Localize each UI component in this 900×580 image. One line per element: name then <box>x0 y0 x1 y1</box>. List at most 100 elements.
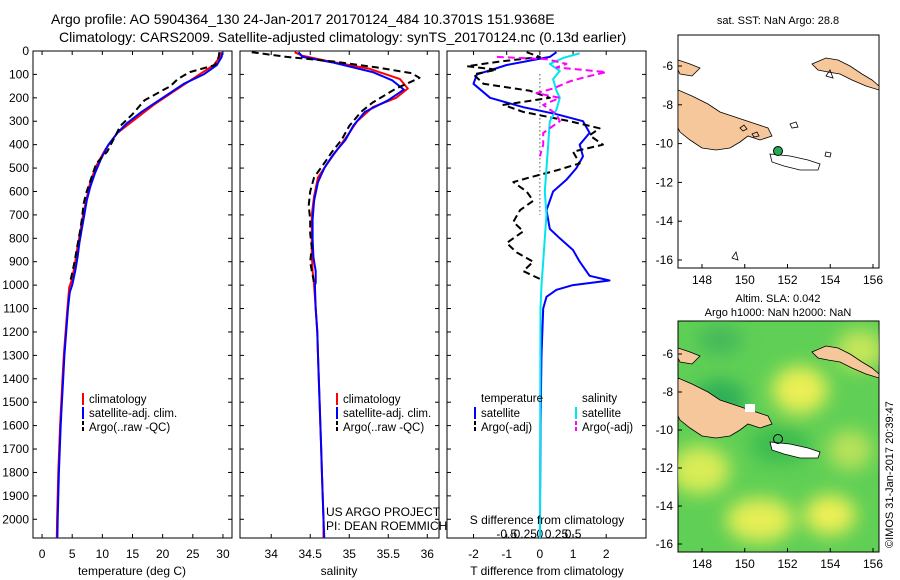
temperature-plot-frame <box>32 50 233 539</box>
map-x-tick-label: 148 <box>692 273 712 287</box>
map-x-tick-label: 148 <box>692 557 712 571</box>
sla-map-title-line2: Argo h1000: NaN h2000: NaN <box>705 307 852 319</box>
difference-panel: -2 -1 0 1 2 -0.5-0.25 0 0.250.5 T difference f… <box>446 50 647 578</box>
temperature-xlabel: temperature (deg C) <box>78 564 186 578</box>
legend-argo-label: Argo(..raw -QC) <box>89 422 170 434</box>
map-x-tick-label: 154 <box>820 557 840 571</box>
series-line-t-argo-adj- <box>465 51 604 282</box>
difference-salinity-scale: -0.5-0.25 0 0.250.5 <box>496 527 581 541</box>
series-line-t-satellite <box>472 51 611 538</box>
depth-tick-label: 0 <box>22 44 29 58</box>
map-y-tick-label: -10 <box>656 423 674 437</box>
map-y-tick-label: -6 <box>662 347 673 361</box>
temperature-x-tick-label: 30 <box>216 547 230 561</box>
salinity-y-ticks <box>240 50 439 520</box>
map-y-tick-label: -8 <box>662 98 673 112</box>
temperature-x-axis: 0 5 10 15 20 25 30 <box>39 51 230 561</box>
salinity-x-axis: 34 34.5 35 35.5 36 <box>265 51 435 561</box>
depth-tick-label: 1700 <box>2 442 29 456</box>
difference-series <box>465 51 611 538</box>
legend-t-argo-label: Argo(-adj) <box>481 422 532 434</box>
temperature-x-tick-label: 0 <box>39 547 46 561</box>
series-line-satellite-adj-clim- <box>56 52 224 538</box>
map-y-tick-label: -14 <box>656 214 674 228</box>
map-x-tick-label: 152 <box>777 273 797 287</box>
depth-tick-label: 1200 <box>2 325 29 339</box>
legend-satellite-label: satellite-adj. clim. <box>343 408 431 420</box>
depth-tick-label: 1100 <box>3 302 29 316</box>
map-x-tick-label: 152 <box>777 557 797 571</box>
sla-high-blob <box>678 446 730 494</box>
imos-timestamp: ©IMOS 31-Jan-2017 20:39:47 <box>884 401 896 548</box>
louisiade-islands <box>769 441 821 459</box>
temperature-x-tick-label: 10 <box>96 547 110 561</box>
main-title-line1: Argo profile: AO 5904364_130 24-Jan-2017… <box>51 11 555 27</box>
salinity-x-tick-label: 36 <box>421 547 435 561</box>
depth-tick-label: 100 <box>9 67 29 81</box>
map-y-tick-label: -10 <box>656 137 674 151</box>
main-title-line2: Climatology: CARS2009. Satellite-adjuste… <box>59 29 626 45</box>
legend-s-argo-label: Argo(-adj) <box>582 422 633 434</box>
difference-y-ticks <box>447 50 646 520</box>
s-difference-label: S difference from climatology <box>470 513 625 527</box>
sla-map-title-line1: Altim. SLA: 0.042 <box>736 293 821 305</box>
new-guinea-landmass <box>678 89 773 151</box>
temperature-series <box>55 52 224 538</box>
temperature-panel: 0100200300400500600700800900100011001200… <box>2 44 233 578</box>
depth-tick-label: 1900 <box>2 489 29 503</box>
map-y-tick-label: -8 <box>662 385 673 399</box>
north-coast-land <box>678 347 701 365</box>
sla-high-blob <box>828 430 872 470</box>
salinity-x-tick-label: 34.5 <box>299 547 323 561</box>
temperature-x-tick-label: 15 <box>126 547 140 561</box>
argo-float-marker-sla <box>773 434 783 444</box>
depth-tick-label: 900 <box>9 255 29 269</box>
difference-plot-frame <box>446 50 647 539</box>
sst-map-land <box>678 57 879 261</box>
temperature-x-tick-label: 25 <box>186 547 200 561</box>
legend-s-satellite-label: satellite <box>582 408 621 420</box>
difference-x-tick-label: 0 <box>537 547 544 561</box>
map-x-tick-label: 156 <box>863 273 883 287</box>
salinity-scale-label: -0.25 <box>510 527 538 541</box>
sla-map-axes: 148 150 152 154 156 -6 -8 -10 -12 -14 -16 <box>656 347 884 571</box>
sla-high-blob <box>726 498 794 542</box>
difference-x-tick-label: -2 <box>468 547 479 561</box>
map-y-tick-label: -12 <box>656 461 674 475</box>
depth-tick-label: 700 <box>9 208 29 222</box>
map-y-tick-label: -16 <box>656 253 674 267</box>
depth-tick-label: 1300 <box>2 348 29 362</box>
sst-map-title: sat. SST: NaN Argo: 28.8 <box>717 15 839 27</box>
map-x-tick-label: 150 <box>735 273 755 287</box>
depth-tick-label: 1500 <box>2 395 29 409</box>
sst-map-axes: 148 150 152 154 156 -6 -8 -10 -12 -14 -16 <box>656 59 884 287</box>
salinity-scale-label: 0.25 <box>545 527 569 541</box>
depth-tick-label: 1400 <box>2 372 29 386</box>
argo-float-marker-sst <box>773 146 783 156</box>
series-line-argo-raw-qc- <box>251 51 421 283</box>
salinity-legend: climatology satellite-adj. clim. Argo(..… <box>336 393 431 434</box>
legend-temperature-header: temperature <box>481 393 543 405</box>
map-y-tick-label: -14 <box>656 499 674 513</box>
depth-tick-label: 1000 <box>2 278 29 292</box>
depth-tick-label: 500 <box>9 161 29 175</box>
legend-t-satellite-label: satellite <box>481 408 520 420</box>
difference-x-tick-label: -1 <box>501 547 512 561</box>
sla-high-blob <box>772 366 828 414</box>
salinity-scale-label: -0.5 <box>496 527 517 541</box>
series-line-argo-raw-qc- <box>68 52 221 284</box>
depth-tick-label: 400 <box>9 138 29 152</box>
t-difference-xlabel: T difference from climatology <box>470 564 624 578</box>
salinity-xlabel: salinity <box>321 564 358 578</box>
temperature-x-tick-label: 5 <box>69 547 76 561</box>
sla-low-blob <box>698 326 742 354</box>
sst-map: sat. SST: NaN Argo: 28.8 148 150 152 154 156… <box>656 15 884 287</box>
salinity-x-tick-label: 34 <box>265 547 279 561</box>
coral-islets <box>731 69 834 261</box>
sla-field-blobs <box>678 326 879 542</box>
map-x-tick-label: 150 <box>735 557 755 571</box>
depth-tick-label: 1600 <box>2 419 29 433</box>
legend-salinity-header: salinity <box>582 393 617 405</box>
map-x-tick-label: 156 <box>863 557 883 571</box>
